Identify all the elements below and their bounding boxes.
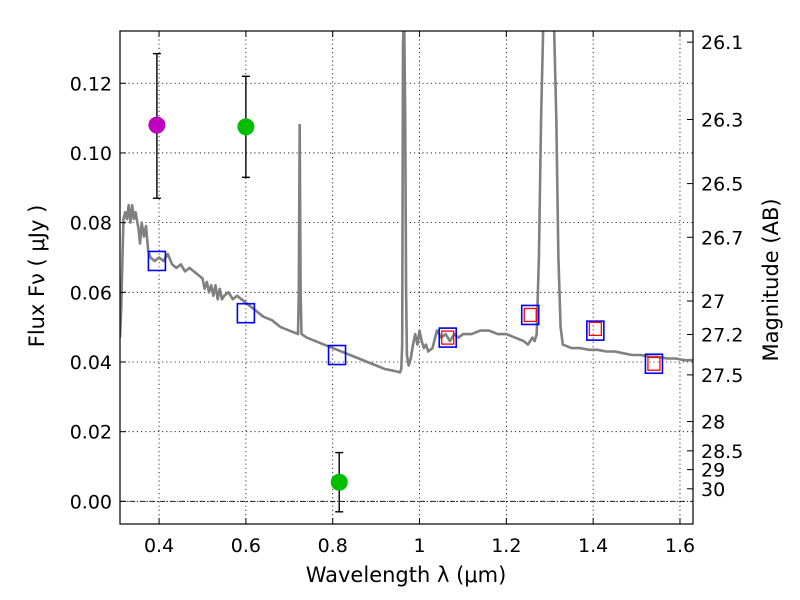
x-tick-label: 1.6 [665, 535, 695, 557]
y-tick-label: 0.02 [70, 422, 112, 444]
y-tick-label: 0.06 [70, 282, 112, 304]
right-tick-label: 27 [701, 291, 725, 313]
series-group [120, 31, 693, 513]
model-photometry-inner-square [588, 321, 602, 337]
right-tick-label: 30 [701, 479, 725, 501]
right-tick-label: 27.5 [701, 365, 743, 387]
ticks [120, 31, 693, 524]
right-tick-label: 26.5 [701, 174, 743, 196]
right-tick-label: 26.3 [701, 109, 743, 131]
x-tick-label: 0.6 [231, 535, 261, 557]
series [120, 31, 693, 513]
observed-point [330, 473, 348, 491]
model-photometry-inner-square [647, 356, 661, 371]
model-photometry-square [147, 250, 167, 272]
x-tick-label: 1 [413, 535, 425, 557]
model-photometry-square [586, 320, 605, 341]
sed-model-line [120, 31, 693, 374]
model-photometry-square [438, 327, 458, 348]
x-tick-labels: 0.4 0.6 0.8 1 1.2 1.4 1.6 [144, 535, 695, 557]
observed-point [237, 118, 255, 136]
model-photometry-square [520, 304, 540, 326]
right-tick-label: 28 [701, 412, 725, 434]
model-photometry-inner-square [523, 307, 537, 323]
right-tick-label: 26.1 [701, 32, 743, 54]
right-tick-label: 29 [701, 460, 725, 482]
x-tick-label: 1.2 [491, 535, 521, 557]
right-tick-label: 27.2 [701, 324, 743, 346]
y-tick-label: 0.04 [70, 352, 112, 374]
y-tick-label: 0.12 [70, 73, 112, 95]
observed-point [148, 116, 166, 134]
model-photometry-square [236, 302, 256, 324]
y-tick-label: 0.10 [70, 143, 112, 165]
right-tick-label: 28.5 [701, 441, 743, 463]
model-photometry-square [644, 353, 664, 375]
plot-frame [119, 30, 694, 525]
right-tick-label: 26.7 [701, 227, 743, 249]
x-axis-label: Wavelength λ (μm) [306, 563, 507, 587]
y-axis-label: Flux Fν ( μJy ) [25, 205, 49, 348]
y-tick-labels: 0.00 0.02 0.04 0.06 0.08 0.10 0.12 [70, 73, 112, 513]
x-tick-label: 1.4 [578, 535, 608, 557]
model-photometry-inner-square [441, 330, 455, 345]
y-tick-label: 0.08 [70, 213, 112, 235]
x-tick-label: 0.8 [318, 535, 348, 557]
right-axis-label: Magnitude (AB) [759, 198, 783, 361]
x-tick-label: 0.4 [144, 535, 174, 557]
y-tick-label: 0.00 [70, 491, 112, 513]
model-photometry-square [327, 344, 347, 366]
